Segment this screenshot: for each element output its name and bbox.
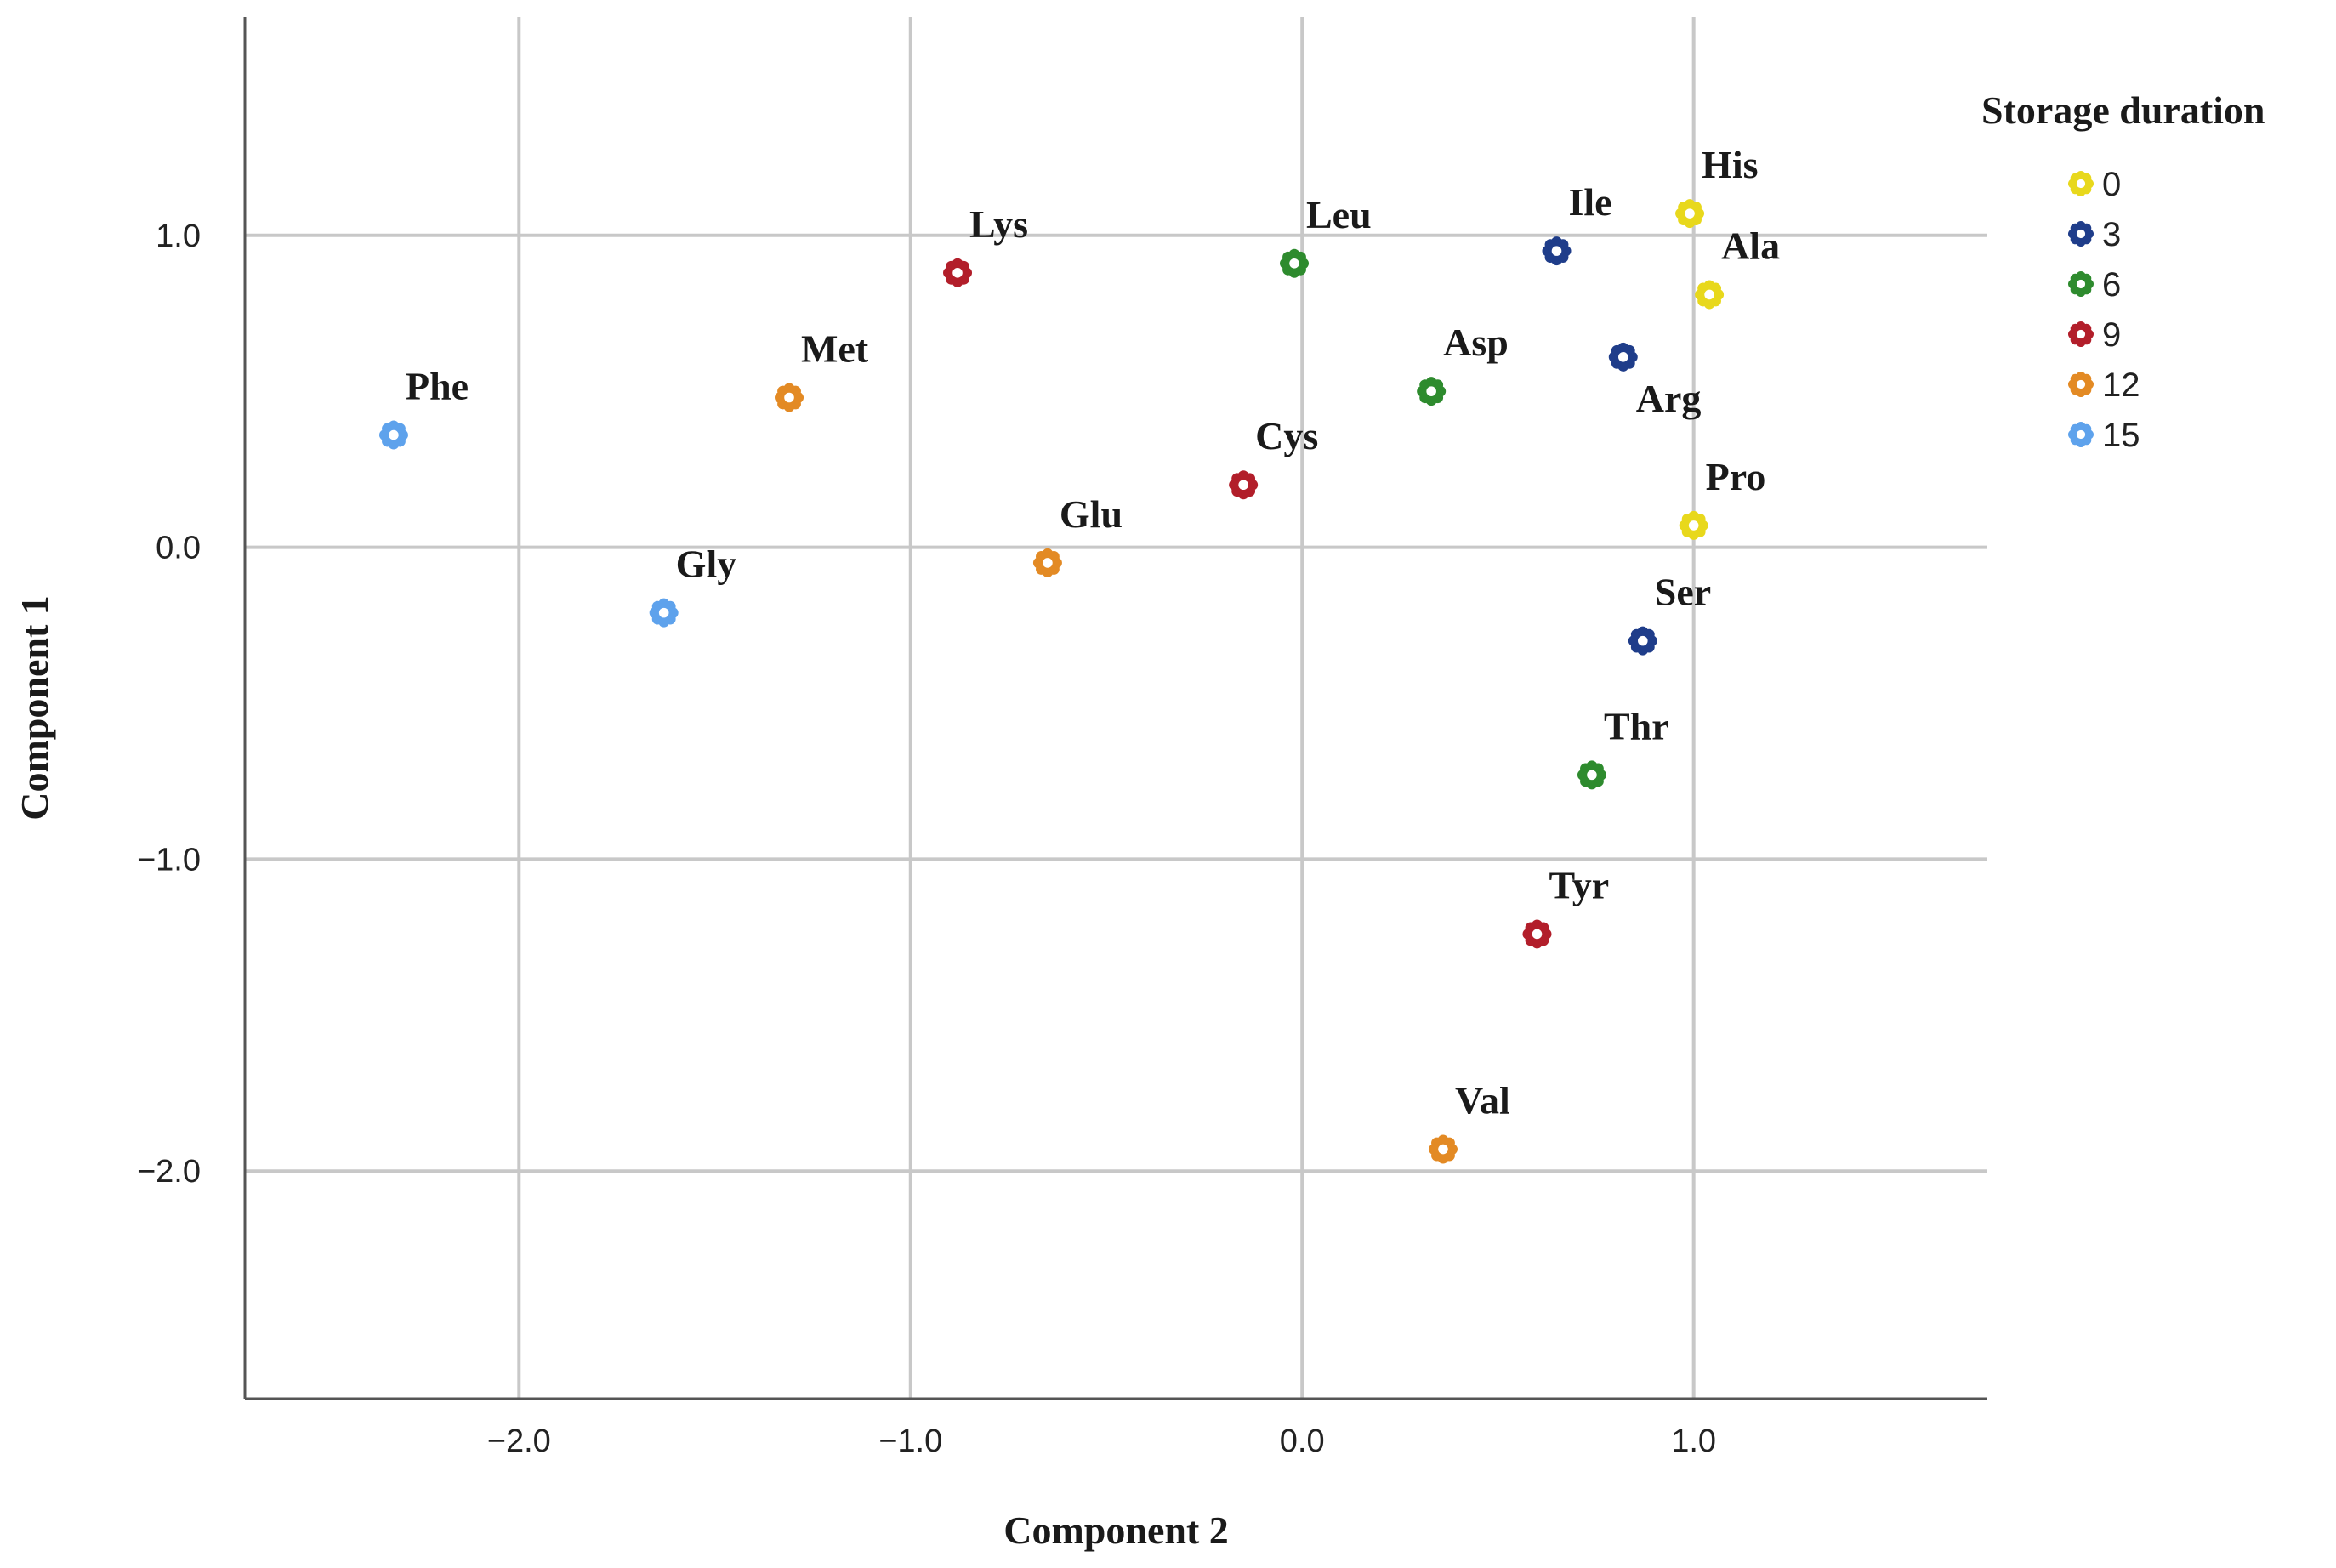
x-tick-label: −1.0 [878, 1423, 942, 1459]
y-tick-label: −2.0 [137, 1154, 201, 1190]
point-label-lys: Lys [969, 202, 1028, 246]
legend-marker-15 [2068, 422, 2094, 447]
data-point-arg [1608, 342, 1638, 372]
data-point-glu [1032, 548, 1062, 577]
legend-marker-0 [2068, 171, 2094, 196]
data-point-thr [1577, 760, 1606, 790]
point-label-tyr: Tyr [1549, 863, 1609, 906]
data-point-ala [1695, 280, 1725, 310]
point-labels: His Ala Pro Ile Arg Ser Leu Asp Thr Lys Cys Tyr Met G… [406, 143, 1780, 1122]
point-label-phe: Phe [406, 365, 469, 408]
legend: Storage duration 0 3 6 9 12 15 [1981, 88, 2265, 454]
x-tick-label: −2.0 [487, 1423, 551, 1459]
data-point-met [775, 383, 804, 412]
point-label-leu: Leu [1306, 193, 1372, 236]
point-label-pro: Pro [1706, 455, 1766, 498]
point-label-val: Val [1455, 1079, 1510, 1122]
legend-label-0: 0 [2102, 166, 2121, 203]
point-label-ile: Ile [1569, 180, 1612, 224]
legend-label-12: 12 [2102, 366, 2140, 404]
point-label-glu: Glu [1060, 492, 1123, 536]
legend-marker-6 [2068, 271, 2094, 297]
data-point-val [1428, 1134, 1458, 1164]
point-label-thr: Thr [1604, 704, 1669, 747]
y-tick-label: −1.0 [137, 842, 201, 878]
data-point-pro [1679, 510, 1708, 540]
point-label-cys: Cys [1255, 414, 1318, 457]
y-tick-label: 1.0 [156, 219, 201, 254]
data-point-leu [1280, 248, 1310, 278]
point-label-asp: Asp [1443, 321, 1509, 364]
point-label-gly: Gly [676, 543, 737, 586]
point-label-ser: Ser [1655, 571, 1711, 614]
grid-layer [245, 17, 1987, 1399]
point-label-arg: Arg [1636, 377, 1702, 420]
legend-label-6: 6 [2102, 266, 2121, 304]
legend-marker-3 [2068, 221, 2094, 247]
data-points [378, 199, 1725, 1164]
data-point-cys [1229, 470, 1259, 500]
data-point-his [1675, 199, 1705, 229]
x-tick-label: 0.0 [1280, 1423, 1325, 1459]
data-point-gly [649, 598, 679, 628]
y-tick-label: 0.0 [156, 531, 201, 566]
data-point-asp [1417, 377, 1447, 406]
legend-marker-12 [2068, 372, 2094, 397]
axis-layer [243, 17, 1987, 1400]
point-label-his: His [1702, 143, 1758, 186]
data-point-ile [1542, 236, 1572, 266]
data-point-tyr [1522, 919, 1552, 949]
tick-labels: −2.0 −1.0 0.0 1.0 −2.0 −1.0 0.0 1.0 [137, 219, 1716, 1459]
data-point-lys [943, 258, 973, 287]
data-point-phe [378, 420, 408, 450]
x-tick-label: 1.0 [1671, 1423, 1716, 1459]
point-label-met: Met [801, 327, 869, 371]
data-point-ser [1628, 626, 1657, 656]
point-label-ala: Ala [1721, 224, 1780, 267]
legend-label-3: 3 [2102, 216, 2121, 253]
x-axis-title: Component 2 [1003, 1508, 1229, 1552]
legend-title: Storage duration [1981, 88, 2265, 132]
y-axis-title: Component 1 [13, 595, 56, 821]
legend-label-9: 9 [2102, 316, 2121, 354]
legend-marker-9 [2068, 321, 2094, 347]
legend-label-15: 15 [2102, 417, 2140, 454]
